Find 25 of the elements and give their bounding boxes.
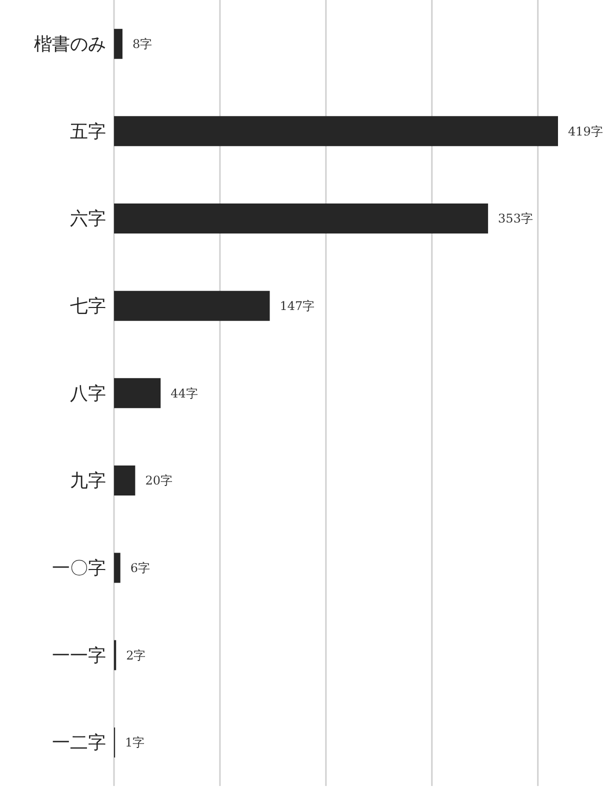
data-label: 20字 (145, 474, 172, 488)
bar (114, 465, 136, 496)
data-label: 147字 (280, 299, 315, 314)
data-label: 6字 (130, 561, 150, 576)
bar (114, 290, 270, 321)
data-label: 2字 (126, 648, 146, 662)
y-tick-label: 一二字 (52, 732, 106, 754)
y-tick-label: 一一字 (52, 645, 106, 666)
y-tick-label: 五字 (70, 121, 106, 142)
y-tick-label: 六字 (70, 208, 106, 230)
y-tick-label: 一〇字 (52, 558, 106, 580)
data-label: 8字 (132, 37, 152, 52)
y-tick-label: 九字 (70, 470, 106, 492)
bar (114, 552, 120, 583)
y-tick-label: 七字 (70, 296, 106, 318)
data-label: 44字 (170, 386, 198, 400)
data-label: 419字 (568, 124, 603, 138)
y-tick-label: 八字 (70, 383, 106, 404)
y-tick-label: 楷書のみ (34, 34, 106, 56)
data-label: 353字 (498, 212, 533, 226)
data-label: 1字 (125, 736, 145, 750)
bar (114, 28, 122, 59)
bar (114, 378, 161, 408)
bar (114, 116, 558, 146)
bar (114, 203, 488, 234)
